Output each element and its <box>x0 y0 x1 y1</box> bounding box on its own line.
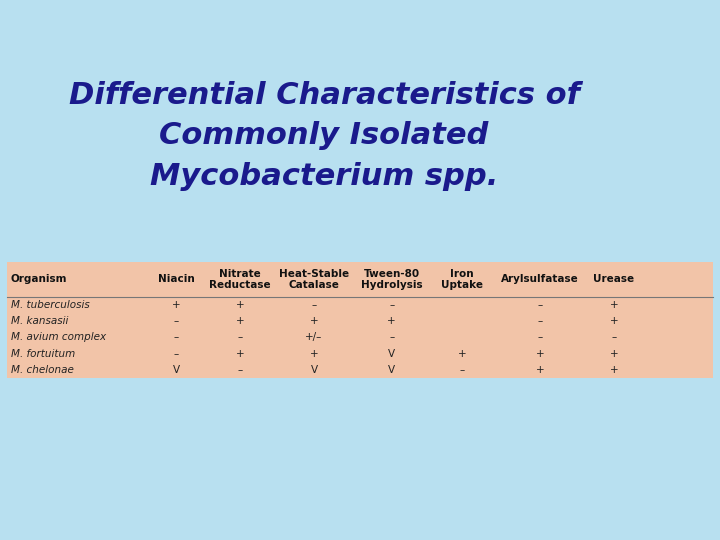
Text: –: – <box>174 332 179 342</box>
Text: +: + <box>235 300 244 310</box>
Text: M. fortuitum: M. fortuitum <box>11 349 75 359</box>
Text: M. kansasii: M. kansasii <box>11 316 68 326</box>
Text: +: + <box>536 349 544 359</box>
Text: –: – <box>611 332 616 342</box>
FancyBboxPatch shape <box>7 262 713 378</box>
Text: +: + <box>310 349 318 359</box>
Text: Organism: Organism <box>11 274 67 285</box>
Text: –: – <box>238 332 243 342</box>
Text: +: + <box>387 316 396 326</box>
Text: –: – <box>238 365 243 375</box>
Text: +: + <box>172 300 181 310</box>
Text: Urease: Urease <box>593 274 634 285</box>
Text: –: – <box>174 316 179 326</box>
Text: –: – <box>389 300 395 310</box>
Text: Nitrate
Reductase: Nitrate Reductase <box>210 269 271 290</box>
Text: M. tuberculosis: M. tuberculosis <box>11 300 89 310</box>
Text: V: V <box>388 349 395 359</box>
Text: +: + <box>610 316 618 326</box>
Text: +/–: +/– <box>305 332 323 342</box>
Text: Arylsulfatase: Arylsulfatase <box>501 274 579 285</box>
Text: +: + <box>235 349 244 359</box>
Text: +: + <box>610 365 618 375</box>
Text: –: – <box>174 349 179 359</box>
Text: M. chelonae: M. chelonae <box>11 365 73 375</box>
Text: +: + <box>610 349 618 359</box>
Text: –: – <box>537 332 543 342</box>
Text: Heat-Stable
Catalase: Heat-Stable Catalase <box>279 269 349 290</box>
Text: +: + <box>458 349 467 359</box>
Text: Niacin: Niacin <box>158 274 195 285</box>
Text: +: + <box>536 365 544 375</box>
Text: –: – <box>459 365 465 375</box>
Text: +: + <box>235 316 244 326</box>
Text: –: – <box>312 300 317 310</box>
Text: V: V <box>310 365 318 375</box>
Text: V: V <box>173 365 180 375</box>
Text: –: – <box>537 300 543 310</box>
Text: +: + <box>610 300 618 310</box>
Text: +: + <box>310 316 318 326</box>
Text: Iron
Uptake: Iron Uptake <box>441 269 483 290</box>
Text: Differential Characteristics of
Commonly Isolated
Mycobacterium spp.: Differential Characteristics of Commonly… <box>68 81 580 191</box>
Text: Tween-80
Hydrolysis: Tween-80 Hydrolysis <box>361 269 423 290</box>
Text: V: V <box>388 365 395 375</box>
Text: –: – <box>537 316 543 326</box>
Text: –: – <box>389 332 395 342</box>
Text: M. avium complex: M. avium complex <box>11 332 106 342</box>
